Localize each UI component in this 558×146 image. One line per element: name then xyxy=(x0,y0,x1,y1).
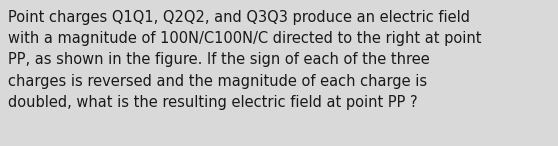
Text: Point charges Q1Q1, Q2Q2, and Q3Q3 produce an electric field
with a magnitude of: Point charges Q1Q1, Q2Q2, and Q3Q3 produ… xyxy=(8,10,482,110)
